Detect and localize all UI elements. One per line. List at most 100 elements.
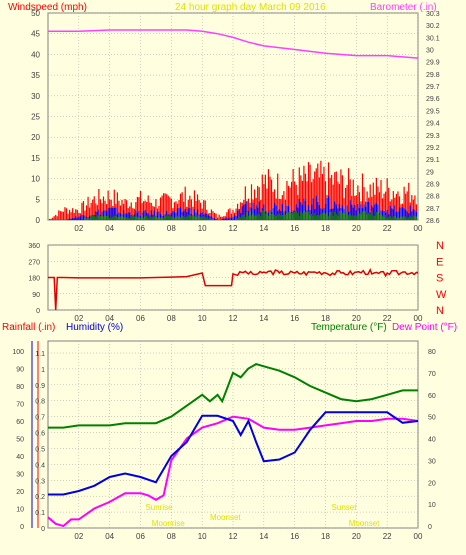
x-tick-label: 00 xyxy=(414,314,423,323)
astro-annotation: Sunset xyxy=(332,503,358,512)
humidity-tick-label: 20 xyxy=(16,489,24,496)
rainfall-tick-label: 0.4 xyxy=(35,462,45,469)
barometer-tick-label: 29.2 xyxy=(426,145,440,152)
barometer-tick-label: 29 xyxy=(426,169,434,176)
direction-tick-label: 90 xyxy=(32,292,40,299)
x-tick-label: 04 xyxy=(105,314,114,323)
series-layer xyxy=(47,29,419,528)
windspeed-tick-label: 5 xyxy=(36,195,41,204)
x-tick-label: 08 xyxy=(167,532,176,541)
temperature-tick-label: 10 xyxy=(428,502,436,509)
x-tick-label: 06 xyxy=(136,532,145,541)
barometer-tick-label: 29.9 xyxy=(426,60,440,67)
x-tick-label: 04 xyxy=(105,532,114,541)
windspeed-tick-label: 0 xyxy=(36,216,41,225)
x-tick-label: 04 xyxy=(105,224,114,233)
barometer-line xyxy=(48,29,419,59)
astro-annotation: Sunrise xyxy=(145,503,173,512)
temperature-tick-label: 60 xyxy=(428,393,436,400)
x-tick-label: 22 xyxy=(383,314,392,323)
humidity-tick-label: 40 xyxy=(16,454,24,461)
x-tick-label: 08 xyxy=(167,224,176,233)
compass-label: E xyxy=(436,256,443,268)
direction-tick-label: 0 xyxy=(36,308,40,315)
humidity-tick-label: 80 xyxy=(16,384,24,391)
x-tick-label: 16 xyxy=(290,224,299,233)
rainfall-tick-label: 1.1 xyxy=(35,351,45,358)
dewpoint-axis-title: Dew Point (°F) xyxy=(392,322,457,333)
windspeed-tick-label: 20 xyxy=(31,133,40,142)
astro-annotation: Moonset xyxy=(349,519,380,528)
x-tick-label: 18 xyxy=(321,314,330,323)
barometer-tick-label: 28.8 xyxy=(426,194,440,201)
wind-direction-line xyxy=(48,267,419,311)
barometer-tick-label: 30.2 xyxy=(426,23,440,30)
x-tick-label: 02 xyxy=(74,224,83,233)
x-tick-label: 12 xyxy=(229,224,238,233)
humidity-line xyxy=(48,411,419,496)
rainfall-tick-label: 0.6 xyxy=(35,431,45,438)
humidity-tick-label: 70 xyxy=(16,402,24,409)
temperature-axis-title: Temperature (°F) xyxy=(311,322,387,333)
humidity-tick-label: 10 xyxy=(16,507,24,514)
rainfall-tick-label: 0.5 xyxy=(35,446,45,453)
rainfall-tick-label: 0.7 xyxy=(35,415,45,422)
x-tick-label: 00 xyxy=(414,532,423,541)
x-tick-label: 02 xyxy=(74,314,83,323)
temperature-line xyxy=(48,363,418,429)
compass-label: W xyxy=(436,289,447,301)
barometer-tick-label: 28.9 xyxy=(426,181,440,188)
astro-annotation: Moonset xyxy=(210,513,241,522)
x-tick-label: 12 xyxy=(229,314,238,323)
humidity-tick-label: 50 xyxy=(16,437,24,444)
humidity-tick-label: 100 xyxy=(12,349,24,356)
barometer-tick-label: 29.6 xyxy=(426,96,440,103)
x-tick-label: 14 xyxy=(259,224,268,233)
windspeed-tick-label: 15 xyxy=(31,154,40,163)
rainfall-tick-label: 0.1 xyxy=(35,510,45,517)
barometer-tick-label: 30 xyxy=(426,48,434,55)
x-tick-label: 14 xyxy=(259,532,268,541)
barometer-tick-label: 29.8 xyxy=(426,72,440,79)
rainfall-tick-label: 0.9 xyxy=(35,383,45,390)
x-tick-label: 12 xyxy=(229,532,238,541)
barometer-tick-label: 30.1 xyxy=(426,35,440,42)
windspeed-tick-label: 25 xyxy=(31,113,40,122)
temperature-tick-label: 80 xyxy=(428,349,436,356)
direction-tick-label: 360 xyxy=(28,243,40,250)
compass-label: N xyxy=(436,240,444,252)
temperature-tick-label: 70 xyxy=(428,371,436,378)
grid-layer xyxy=(31,12,419,529)
direction-tick-label: 180 xyxy=(28,276,40,283)
compass-label: S xyxy=(436,273,443,285)
x-tick-label: 10 xyxy=(198,224,207,233)
windspeed-tick-label: 50 xyxy=(31,9,40,18)
temperature-tick-label: 30 xyxy=(428,458,436,465)
x-tick-label: 10 xyxy=(198,314,207,323)
temperature-tick-label: 0 xyxy=(428,524,432,531)
barometer-tick-label: 29.3 xyxy=(426,133,440,140)
direction-tick-label: 270 xyxy=(28,259,40,266)
barometer-tick-label: 30.3 xyxy=(426,11,440,18)
barometer-axis-title: Barometer (.in) xyxy=(370,2,437,13)
x-tick-label: 08 xyxy=(167,314,176,323)
x-tick-label: 20 xyxy=(352,224,361,233)
barometer-tick-label: 28.6 xyxy=(426,218,440,225)
rainfall-tick-label: 0.8 xyxy=(35,399,45,406)
windspeed-tick-label: 30 xyxy=(31,92,40,101)
barometer-tick-label: 29.1 xyxy=(426,157,440,164)
humidity-tick-label: 60 xyxy=(16,419,24,426)
humidity-tick-label: 30 xyxy=(16,472,24,479)
rainfall-axis-title: Rainfall (.in) xyxy=(2,322,55,333)
windspeed-tick-label: 45 xyxy=(31,30,40,39)
windspeed-tick-label: 10 xyxy=(31,175,40,184)
x-tick-label: 18 xyxy=(321,224,330,233)
barometer-tick-label: 29.7 xyxy=(426,84,440,91)
rainfall-tick-label: 1 xyxy=(41,367,45,374)
x-tick-label: 22 xyxy=(383,532,392,541)
x-tick-label: 16 xyxy=(290,314,299,323)
x-tick-label: 02 xyxy=(74,532,83,541)
x-tick-label: 10 xyxy=(198,532,207,541)
temperature-tick-label: 40 xyxy=(428,437,436,444)
